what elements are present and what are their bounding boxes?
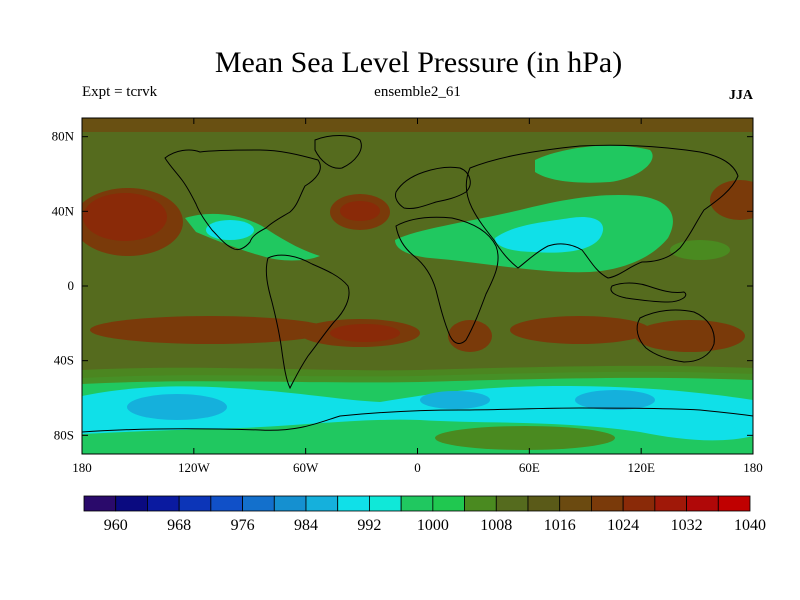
west-pacific-high [710,180,753,220]
colorbar-swatch [210,495,243,512]
colorbar-swatch [369,495,402,512]
colorbar-swatch [717,495,751,512]
colorbar-swatch [686,495,719,512]
x-tick-label: 0 [414,460,421,475]
y-tick-label: 40N [52,203,75,218]
colorbar-swatch [83,495,117,512]
x-tick-label: 60W [293,460,319,475]
colorbar-swatch [432,495,465,512]
colorbar-swatch [622,495,656,512]
colorbar-swatch [495,495,529,512]
colorbar-label: 960 [104,517,128,534]
azores-high-core [340,201,380,221]
map-field [82,118,753,454]
colorbar-label: 1000 [417,517,449,534]
x-tick-label: 180 [72,460,92,475]
southern-midgreen-band [82,365,753,384]
axis-ticks: 180 120W 60W 0 60E 120E 180 80N 40N 0 40S 80S [52,118,763,475]
colorbar-swatch [464,495,497,512]
coast-antarctica [82,407,753,433]
south-africa-high [448,320,492,352]
colorbar-swatch [147,495,180,512]
west-pacific-trough [670,240,730,260]
colorbar: 960 968 976 984 992 1000 1008 1016 1024 1032 1040 [83,495,766,534]
colorbar-swatch [527,495,561,512]
colorbar-swatch [400,495,434,512]
colorbar-swatch [115,495,148,512]
colorbar-swatch [337,495,370,512]
experiment-label: Expt = tcrvk [82,84,158,100]
x-tick-label: 120E [627,460,655,475]
colorbar-swatch [242,495,275,512]
colorbar-label: 968 [167,517,191,534]
colorbar-swatch [178,495,212,512]
x-tick-label: 60E [519,460,540,475]
colorbar-swatch [654,495,687,512]
colorbar-label: 1032 [671,517,703,534]
coast-greenland [314,135,362,169]
colorbar-swatch [273,495,307,512]
ensemble-label: ensemble2_61 [374,84,461,100]
season-label: JJA [728,88,753,103]
coast-europe [395,166,471,209]
map-title: Mean Sea Level Pressure (in hPa) [214,46,623,79]
coast-indonesia [610,282,687,303]
y-tick-label: 80N [52,129,75,144]
colorbar-swatch [559,495,592,512]
colorbar-swatch [591,495,624,512]
y-tick-label: 80S [54,427,74,442]
antarctic-edge-low [731,404,753,432]
y-tick-label: 40S [54,353,74,368]
south-atlantic-high-core [330,324,400,342]
low-core-pacific [127,394,227,420]
colorbar-label: 992 [357,517,381,534]
antarctic-plateau [435,426,615,450]
coast-south-america [265,254,350,390]
colorbar-label: 976 [231,517,255,534]
south-pacific-high [90,316,330,344]
colorbar-label: 1024 [607,517,639,534]
y-tick-label: 0 [68,278,75,293]
arctic-strip [82,118,753,132]
colorbar-label: 1008 [480,517,512,534]
siberia-low [535,145,653,183]
colorbar-label: 1040 [734,517,766,534]
colorbar-label: 984 [294,517,318,534]
coast-australia [636,309,715,363]
coast-africa [395,216,499,344]
x-tick-label: 120W [178,460,211,475]
low-core-atlantic [420,391,490,409]
coastlines [82,135,753,433]
australia-high [635,320,745,352]
colorbar-label: 1016 [544,517,576,534]
coast-asia [465,144,739,279]
x-tick-label: 180 [743,460,763,475]
central-america-low-core [206,220,254,240]
low-core-indian [575,390,655,410]
coast-north-america [164,149,321,251]
asia-monsoon-core [495,216,604,253]
south-indian-high [510,316,650,344]
north-pacific-high-core [83,193,167,241]
colorbar-swatch [305,495,339,512]
